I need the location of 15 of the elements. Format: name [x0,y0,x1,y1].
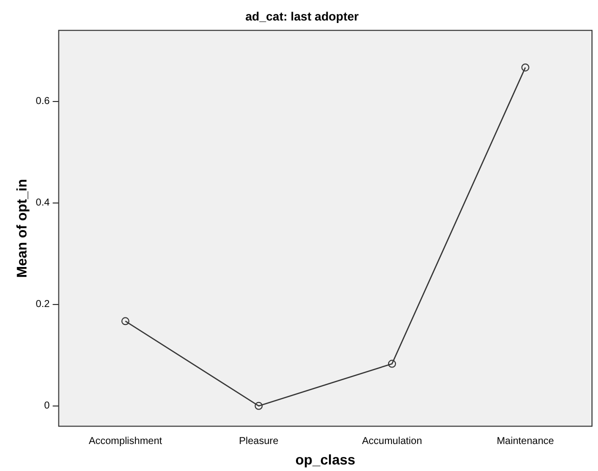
y-tick-label: 0.2 [36,299,50,310]
point [254,402,263,410]
y-axis-title: Mean of opt_in [13,178,30,278]
x-tick-label: Accomplishment [88,436,162,447]
x-axis-title: op_class [295,451,356,468]
y-tick-label: 0.6 [36,96,50,108]
point [521,63,530,72]
x-tick-label: Accumulation [362,436,422,447]
chart-title: ad_cat: last adopter [245,10,360,24]
x-tick-label: Maintenance [496,436,554,447]
y-tick-label: 0 [44,400,50,412]
y-tick-label: 0.4 [36,198,50,209]
point [388,360,396,368]
point [121,317,130,326]
x-tick-label: Pleasure [238,436,279,447]
